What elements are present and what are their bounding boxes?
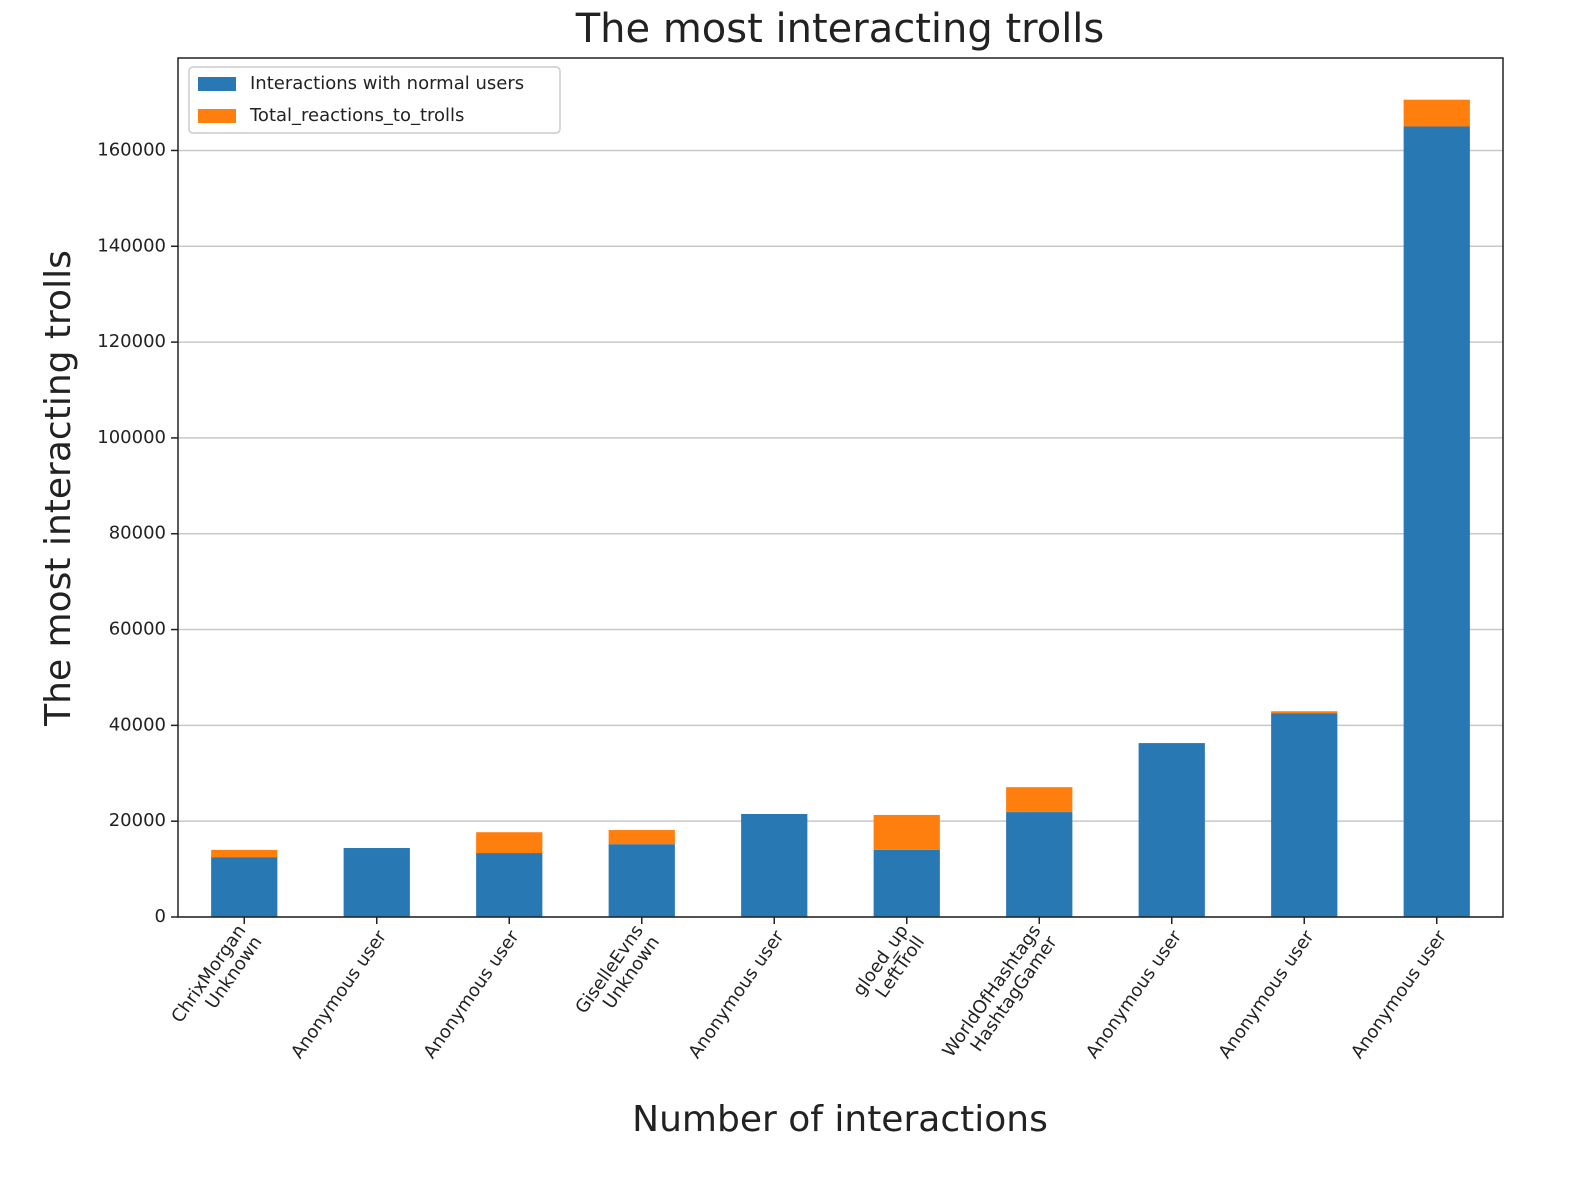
- x-tick-group: GiselleEvnsUnknown: [571, 921, 664, 1029]
- chart-title: The most interacting trolls: [575, 6, 1105, 52]
- bar-segment: [1403, 99, 1470, 127]
- x-tick-label: Anonymous user: [1215, 926, 1319, 1062]
- x-tick-group: Anonymous user: [1347, 926, 1451, 1062]
- x-tick-group: Anonymous user: [685, 926, 789, 1062]
- bar-segment: [741, 813, 808, 917]
- x-tick-label: Anonymous user: [1082, 926, 1186, 1062]
- bar-segment: [211, 849, 278, 858]
- x-tick-label: Anonymous user: [685, 926, 789, 1062]
- y-tick-label: 40000: [109, 714, 166, 735]
- y-axis-label: The most interacting trolls: [38, 250, 79, 727]
- y-tick-label: 100000: [97, 427, 166, 448]
- x-tick-group: WorldOfHashtagsHashtagGamer: [938, 921, 1061, 1073]
- bar-segment: [211, 857, 278, 917]
- bar-segment: [1006, 787, 1073, 813]
- x-tick-group: Anonymous user: [420, 926, 524, 1062]
- x-tick-group: Anonymous user: [1082, 926, 1186, 1062]
- bar-segment: [476, 832, 543, 854]
- x-tick-label: Anonymous user: [420, 926, 524, 1062]
- bar-segment: [1271, 711, 1338, 714]
- x-tick-label: Anonymous user: [1347, 926, 1451, 1062]
- bar-segment: [608, 830, 675, 845]
- bar-segment: [1271, 713, 1338, 917]
- y-tick-label: 160000: [97, 139, 166, 160]
- bar-segment: [343, 848, 410, 917]
- bar-segment: [1403, 126, 1470, 917]
- x-tick-group: gloed_upLeftTroll: [849, 921, 929, 1011]
- legend-box: [188, 66, 561, 134]
- legend-label: Interactions with normal users: [250, 73, 524, 94]
- y-tick-label: 140000: [97, 235, 166, 256]
- legend-swatch: [198, 77, 236, 91]
- bar-segment: [608, 844, 675, 917]
- x-tick-group: Anonymous user: [1215, 926, 1319, 1062]
- x-axis-label: Number of interactions: [632, 1099, 1048, 1140]
- y-tick-label: 60000: [109, 619, 166, 640]
- legend-swatch: [198, 109, 236, 123]
- x-tick-label: ChrixMorganUnknown: [167, 921, 266, 1038]
- bar-segment: [476, 853, 543, 917]
- bar-segment: [873, 814, 940, 850]
- x-tick-group: Anonymous user: [287, 926, 391, 1062]
- x-tick-label: GiselleEvnsUnknown: [571, 921, 664, 1029]
- x-tick-label: WorldOfHashtagsHashtagGamer: [938, 921, 1061, 1073]
- y-tick-label: 0: [155, 906, 166, 927]
- bar-segment: [873, 849, 940, 917]
- plot-frame: [177, 57, 1504, 918]
- x-tick-label: Anonymous user: [287, 926, 391, 1062]
- x-tick-label: gloed_upLeftTroll: [849, 921, 929, 1011]
- legend-label: Total_reactions_to_trolls: [249, 105, 464, 126]
- x-tick-group: ChrixMorganUnknown: [167, 921, 266, 1038]
- y-tick-label: 20000: [109, 810, 166, 831]
- bar-segment: [1138, 743, 1205, 917]
- y-tick-label: 80000: [109, 523, 166, 544]
- y-tick-label: 120000: [97, 331, 166, 352]
- bar-segment: [1006, 812, 1073, 917]
